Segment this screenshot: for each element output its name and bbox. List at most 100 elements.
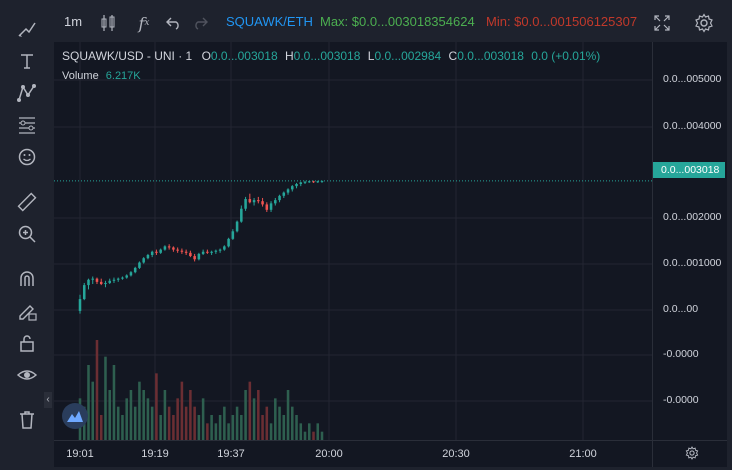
ruler-icon[interactable] — [15, 190, 39, 214]
volume-bar — [295, 415, 298, 440]
volume-bar — [240, 415, 243, 440]
volume-bar — [121, 415, 124, 440]
volume-bar — [291, 406, 294, 440]
zoom-in-icon[interactable] — [15, 222, 39, 246]
volume-bar — [312, 431, 315, 440]
volume-key: Volume — [62, 70, 99, 82]
candle — [201, 251, 205, 254]
candle — [125, 275, 128, 278]
volume-bar — [218, 415, 222, 440]
volume-bar — [320, 431, 324, 440]
unlock-icon[interactable] — [15, 331, 39, 355]
candle — [252, 200, 256, 203]
high-value: 0.0...003018 — [293, 49, 361, 63]
compare-symbol[interactable]: SQUAWK/ETH — [226, 14, 313, 29]
volume-bar — [112, 365, 116, 440]
candle — [286, 189, 290, 193]
volume-bar — [180, 381, 184, 440]
volume-bar — [163, 390, 167, 440]
pencil-trend-icon[interactable] — [15, 17, 39, 41]
volume-bar — [244, 390, 247, 440]
volume-bar — [252, 398, 256, 440]
candle — [112, 279, 116, 281]
candle — [95, 278, 99, 282]
magnet-icon[interactable] — [15, 267, 39, 291]
candle — [291, 186, 294, 190]
candle — [227, 238, 230, 247]
candle — [248, 199, 252, 203]
redo-icon[interactable] — [190, 12, 210, 34]
volume-bar — [176, 398, 179, 440]
volume-bar — [248, 381, 252, 440]
undo-icon[interactable] — [164, 12, 184, 34]
pattern-icon[interactable] — [15, 81, 39, 105]
candle — [78, 299, 82, 311]
min-price-label: Min: $0.0...001506125307 — [486, 14, 638, 29]
collapse-toolbar-button[interactable]: ‹ — [44, 392, 52, 408]
time-label: 21:00 — [569, 448, 597, 460]
volume-bar — [193, 406, 196, 440]
volume-bar — [95, 340, 99, 440]
time-axis[interactable]: 19:01 19:19 19:37 20:00 20:30 21:00 — [54, 440, 652, 467]
volume-bar — [214, 423, 218, 440]
fullscreen-icon[interactable] — [652, 12, 672, 34]
interval-button[interactable]: 1m — [64, 14, 83, 29]
price-label: 0.0...002000 — [663, 211, 722, 223]
eye-icon[interactable] — [15, 363, 39, 387]
candle — [223, 246, 226, 250]
candlestick-chart[interactable] — [54, 42, 652, 440]
candle — [257, 200, 260, 202]
candle — [235, 221, 239, 232]
candle — [244, 199, 247, 209]
symbol-title[interactable]: SQUAWK/USD - UNI · 1 — [62, 49, 193, 63]
candle — [82, 285, 86, 300]
gear-icon[interactable] — [694, 12, 714, 34]
candle — [159, 249, 162, 253]
candle — [299, 182, 303, 184]
volume-legend: Volume 6.217K — [62, 70, 141, 82]
candle — [176, 249, 179, 251]
candle — [146, 254, 150, 259]
low-key: L — [367, 49, 375, 63]
low-value: 0.0...002984 — [374, 49, 442, 63]
smiley-icon[interactable] — [15, 145, 39, 169]
candle — [193, 256, 196, 260]
volume-bar — [125, 398, 128, 440]
volume-bar — [278, 406, 281, 440]
candle — [303, 181, 307, 183]
chart-pane[interactable]: SQUAWK/USD - UNI · 1 O0.0...003018 H0.0.… — [54, 42, 652, 440]
time-label: 20:30 — [442, 448, 470, 460]
price-axis[interactable]: 0.0...005000 0.0...004000 0.0...002000 0… — [652, 42, 727, 440]
candle — [316, 181, 320, 183]
lock-pencil-icon[interactable] — [15, 299, 39, 323]
axis-settings-icon[interactable] — [685, 446, 699, 465]
volume-bar — [282, 415, 286, 440]
fib-icon[interactable] — [15, 113, 39, 137]
candle — [138, 262, 141, 268]
candle — [295, 183, 298, 187]
candle — [163, 246, 167, 250]
volume-bar — [235, 406, 239, 440]
volume-bar — [274, 398, 277, 440]
candle — [172, 247, 175, 250]
volume-bar — [104, 356, 107, 440]
volume-bar — [159, 415, 162, 440]
axis-corner — [652, 440, 727, 467]
candle — [104, 282, 107, 285]
candle — [210, 251, 213, 253]
time-label: 19:01 — [66, 448, 94, 460]
volume-bar — [138, 381, 141, 440]
text-icon[interactable] — [15, 49, 39, 73]
trash-icon[interactable] — [15, 408, 39, 432]
candle — [167, 246, 171, 248]
volume-bar — [142, 390, 145, 440]
candles-icon[interactable] — [98, 12, 118, 34]
tradingview-logo-icon[interactable] — [62, 403, 88, 429]
left-drawing-toolbar — [0, 0, 50, 470]
open-value: 0.0...003018 — [210, 49, 278, 63]
candle — [197, 253, 201, 260]
volume-bar — [227, 423, 230, 440]
candle — [312, 181, 315, 183]
